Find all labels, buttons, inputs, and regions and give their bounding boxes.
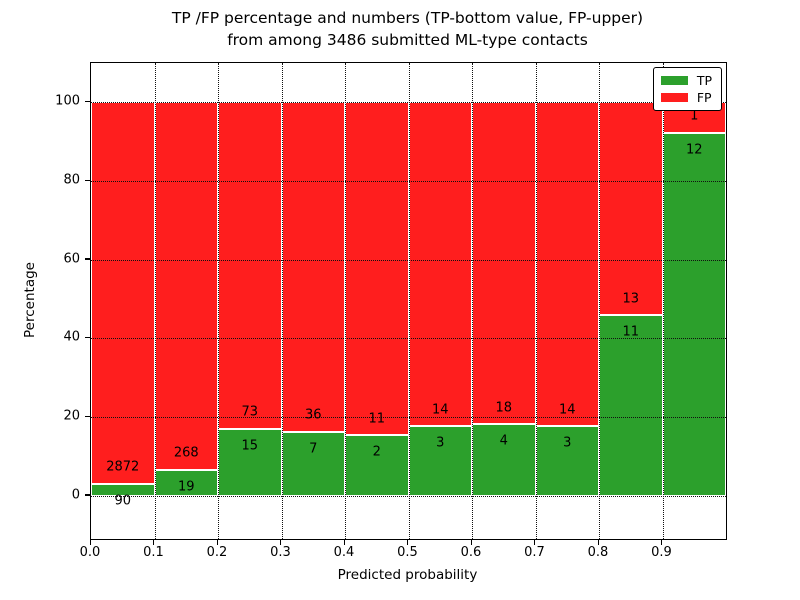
bar-count-tp-6: 4 bbox=[499, 433, 508, 449]
x-tick-mark-0.7 bbox=[534, 540, 536, 545]
y-tick-mark-60 bbox=[85, 258, 90, 260]
bar-segment-tp-8 bbox=[599, 315, 663, 496]
x-tick-label-0.0: 0.0 bbox=[79, 545, 101, 560]
bar-count-fp-7: 14 bbox=[558, 402, 576, 418]
y-tick-label-80: 80 bbox=[63, 172, 80, 188]
bar-count-fp-3: 36 bbox=[304, 407, 322, 423]
bar-segment-fp-0 bbox=[91, 102, 155, 484]
bar-count-tp-5: 3 bbox=[436, 435, 445, 451]
x-tick-mark-0.0 bbox=[89, 540, 91, 545]
bar-count-tp-9: 12 bbox=[685, 142, 703, 157]
horizontal-gridline-60 bbox=[91, 259, 726, 261]
bar-segment-fp-8 bbox=[599, 102, 663, 316]
bar-count-fp-9: 1 bbox=[690, 108, 699, 124]
bar-segment-fp-1 bbox=[154, 102, 218, 470]
legend-entry-fp: FP bbox=[660, 89, 712, 106]
bar-segment-tp-9 bbox=[662, 132, 726, 496]
bar-segment-fp-7 bbox=[535, 102, 599, 427]
bar-segment-fp-3 bbox=[281, 102, 345, 432]
legend-swatch-fp bbox=[660, 93, 688, 102]
gridlines-layer bbox=[91, 63, 726, 539]
horizontal-gridline-100 bbox=[91, 102, 726, 104]
vertical-gridline-0.8 bbox=[599, 63, 600, 539]
chart-title-line1: TP /FP percentage and numbers (TP-bottom… bbox=[171, 9, 644, 27]
bar-count-fp-0: 2872 bbox=[106, 459, 140, 475]
vertical-gridline-0.6 bbox=[472, 63, 473, 539]
x-tick-mark-0.1 bbox=[153, 540, 155, 545]
bar-count-tp-1: 19 bbox=[177, 479, 195, 495]
y-tick-mark-100 bbox=[85, 100, 90, 103]
legend-entry-tp: TP bbox=[660, 72, 712, 89]
bar-count-fp-5: 14 bbox=[431, 402, 449, 418]
x-tick-mark-0.4 bbox=[343, 540, 345, 545]
bar-count-tp-2: 15 bbox=[241, 438, 259, 454]
bar-segment-tp-3 bbox=[281, 431, 345, 496]
x-tick-mark-0.8 bbox=[597, 540, 599, 545]
vertical-gridline-0.7 bbox=[535, 63, 537, 539]
bar-count-tp-3: 7 bbox=[309, 441, 318, 457]
plot-area: 2872 90 268 19 73 15 36 7 11 2 14 3 18 4 14 3 13 11 1 12 TP… bbox=[90, 62, 727, 540]
bar-segment-tp-0 bbox=[91, 483, 155, 496]
legend-label-fp: FP bbox=[696, 90, 712, 105]
bar-count-tp-4: 2 bbox=[372, 444, 381, 460]
vertical-gridline-0.3 bbox=[281, 63, 283, 539]
x-tick-label-0.9: 0.9 bbox=[651, 545, 672, 560]
horizontal-gridline-40 bbox=[91, 338, 726, 340]
y-tick-label-60: 60 bbox=[63, 251, 80, 267]
bar-count-fp-4: 11 bbox=[368, 411, 386, 427]
chart-title: TP /FP percentage and numbers (TP-bottom… bbox=[90, 7, 725, 51]
horizontal-gridline-20 bbox=[91, 417, 726, 419]
bar-segment-fp-6 bbox=[472, 102, 536, 425]
x-tick-mark-0.5 bbox=[407, 540, 409, 545]
x-tick-mark-0.2 bbox=[216, 540, 218, 545]
vertical-gridline-0.5 bbox=[408, 63, 410, 539]
horizontal-gridline-0 bbox=[91, 495, 726, 497]
chart-title-line2: from among 3486 submitted ML-type contac… bbox=[227, 31, 588, 49]
bar-labels-layer: 2872 90 268 19 73 15 36 7 11 2 14 3 18 4 14 3 13 11 1 12 bbox=[91, 63, 726, 539]
bar-segment-tp-7 bbox=[535, 426, 599, 496]
bar-count-tp-7: 3 bbox=[563, 435, 572, 451]
x-tick-label-0.5: 0.5 bbox=[397, 545, 418, 560]
bar-segment-fp-4 bbox=[345, 102, 409, 436]
vertical-gridline-0.4 bbox=[345, 63, 346, 539]
x-tick-label-0.8: 0.8 bbox=[587, 545, 609, 560]
bar-count-fp-2: 73 bbox=[241, 404, 259, 420]
bar-segment-fp-5 bbox=[408, 102, 472, 427]
x-tick-label-0.1: 0.1 bbox=[143, 545, 164, 560]
bar-count-tp-0: 90 bbox=[114, 493, 132, 509]
bar-segment-tp-4 bbox=[345, 435, 409, 496]
y-tick-label-40: 40 bbox=[63, 329, 80, 345]
bar-count-tp-8: 11 bbox=[622, 324, 640, 340]
legend: TP FP bbox=[652, 67, 722, 111]
bars-layer bbox=[91, 63, 726, 539]
vertical-gridline-0.9 bbox=[662, 63, 664, 539]
y-axis-label: Percentage bbox=[22, 262, 38, 338]
x-tick-mark-0.3 bbox=[280, 540, 282, 545]
bar-count-fp-8: 13 bbox=[622, 291, 640, 307]
y-tick-label-20: 20 bbox=[63, 408, 80, 424]
vertical-gridline-0.2 bbox=[218, 63, 219, 539]
horizontal-gridline-80 bbox=[91, 181, 726, 183]
x-tick-label-0.4: 0.4 bbox=[333, 545, 355, 560]
y-tick-mark-80 bbox=[85, 179, 90, 181]
x-tick-mark-0.9 bbox=[661, 540, 663, 545]
bar-segment-tp-2 bbox=[218, 428, 282, 496]
x-tick-mark-0.6 bbox=[470, 540, 472, 545]
y-tick-label-0: 0 bbox=[71, 487, 80, 503]
x-tick-label-0.6: 0.6 bbox=[460, 545, 482, 560]
bar-count-fp-1: 268 bbox=[173, 445, 199, 461]
x-axis-label: Predicted probability bbox=[337, 567, 478, 583]
bar-count-fp-6: 18 bbox=[495, 400, 513, 416]
y-tick-mark-20 bbox=[85, 415, 90, 417]
x-tick-label-0.3: 0.3 bbox=[270, 545, 291, 560]
y-tick-label-100: 100 bbox=[55, 93, 80, 109]
x-tick-label-0.2: 0.2 bbox=[206, 545, 228, 560]
y-tick-mark-0 bbox=[85, 494, 90, 496]
x-tick-label-0.7: 0.7 bbox=[524, 545, 545, 560]
legend-label-tp: TP bbox=[696, 73, 712, 88]
vertical-gridline-0.1 bbox=[154, 63, 156, 539]
legend-swatch-tp bbox=[660, 76, 688, 85]
y-tick-mark-40 bbox=[85, 336, 90, 339]
